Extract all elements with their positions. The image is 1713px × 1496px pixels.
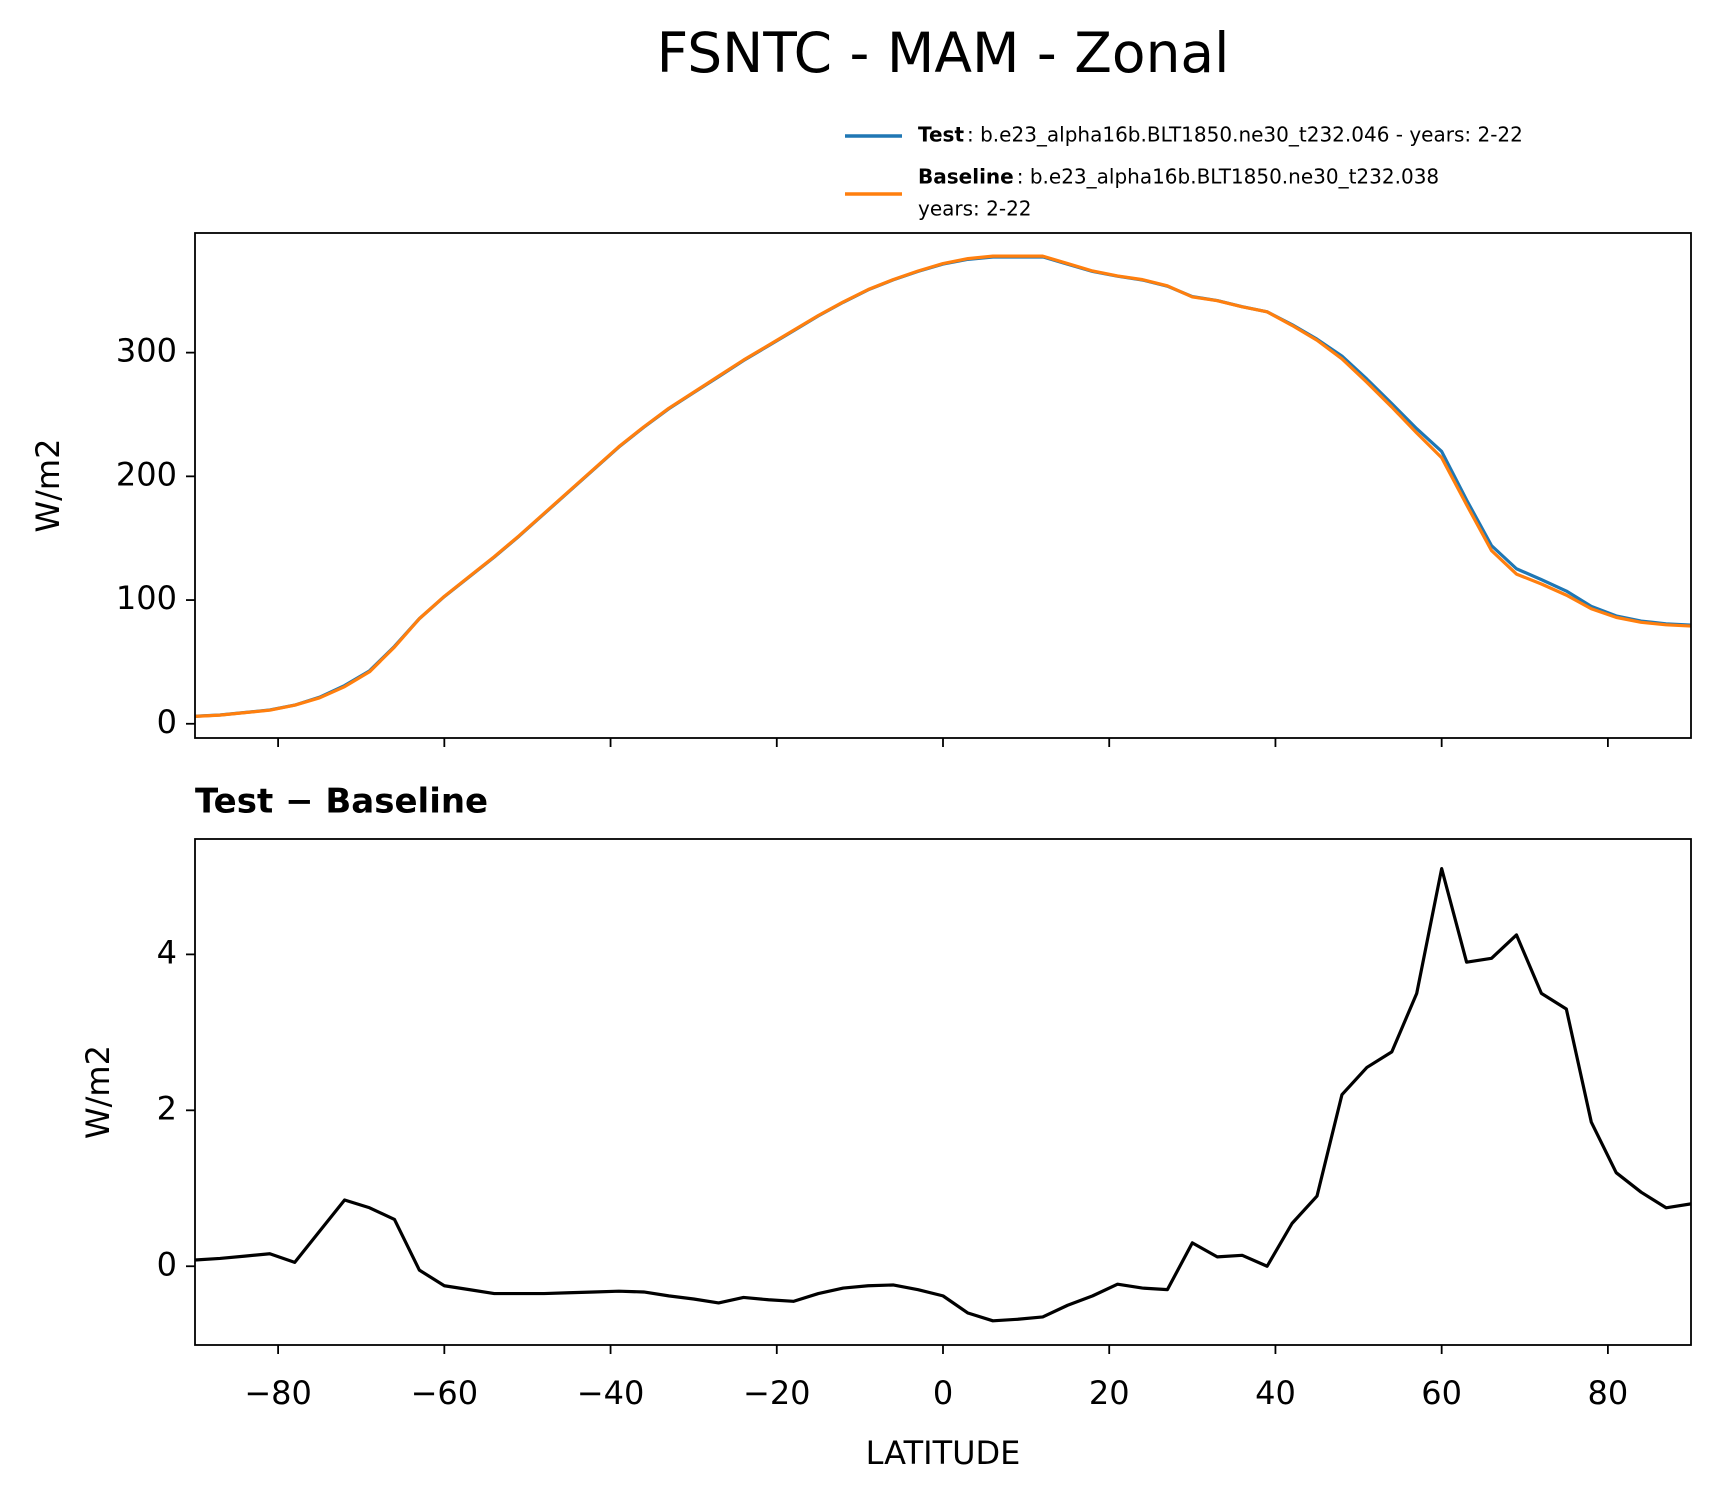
series-line <box>195 867 1691 1323</box>
legend-name: Test <box>918 123 964 147</box>
subplot-title: Test − Baseline <box>195 782 488 822</box>
y-axis-label: W/m2 <box>79 1045 117 1139</box>
y-tick-label: 0 <box>157 1245 177 1283</box>
x-tick-label: 40 <box>1255 1374 1296 1412</box>
x-tick-label: −40 <box>577 1374 645 1412</box>
x-tick-label: −80 <box>244 1374 312 1412</box>
x-tick-label: −60 <box>411 1374 479 1412</box>
x-tick-label: 80 <box>1588 1374 1629 1412</box>
x-tick-label: 0 <box>933 1374 953 1412</box>
y-tick-label: 100 <box>116 579 177 617</box>
chart-title: FSNTC - MAM - Zonal <box>657 21 1230 85</box>
y-tick-label: 200 <box>116 455 177 493</box>
legend-description: : b.e23_alpha16b.BLT1850.ne30_t232.038 <box>1017 165 1439 189</box>
x-tick-label: 20 <box>1089 1374 1130 1412</box>
x-axis-label: LATITUDE <box>866 1434 1021 1472</box>
legend-description: years: 2-22 <box>918 197 1032 221</box>
legend-description: : b.e23_alpha16b.BLT1850.ne30_t232.046 -… <box>967 123 1523 147</box>
legend-name: Baseline <box>918 165 1014 189</box>
y-tick-label: 4 <box>157 933 177 971</box>
y-tick-label: 2 <box>157 1089 177 1127</box>
series-line <box>195 254 1691 718</box>
x-tick-label: −20 <box>743 1374 811 1412</box>
y-axis-label: W/m2 <box>29 439 67 533</box>
x-tick-label: 60 <box>1421 1374 1462 1412</box>
y-tick-label: 300 <box>116 332 177 370</box>
y-tick-label: 0 <box>157 703 177 741</box>
